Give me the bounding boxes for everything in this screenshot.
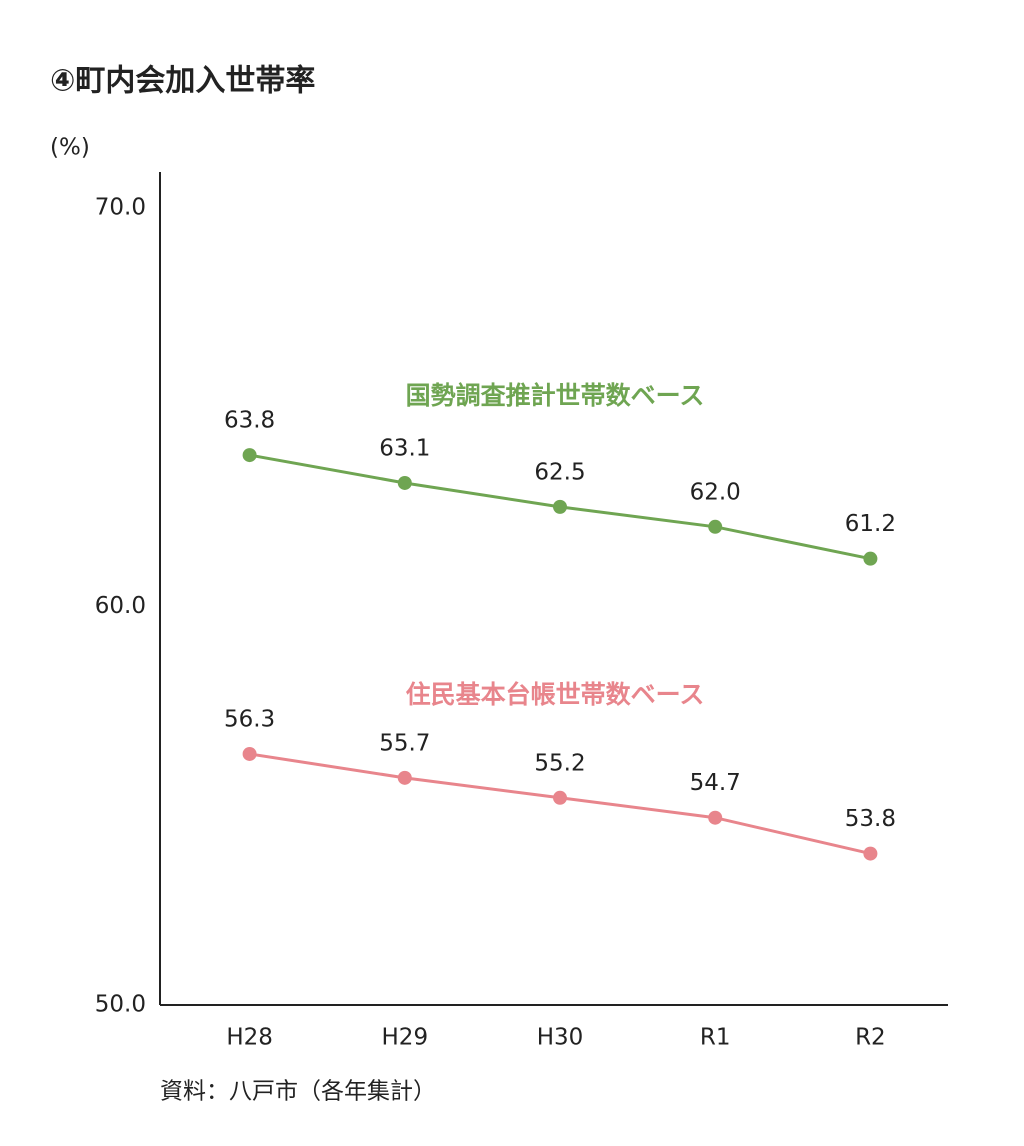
x-tick-label: R2	[855, 1025, 886, 1051]
data-label: 55.7	[379, 730, 430, 756]
point	[863, 551, 878, 566]
point	[553, 790, 567, 805]
y-tick-label: 60.0	[95, 593, 146, 619]
data-label: 53.8	[845, 806, 896, 832]
data-label: 54.7	[690, 770, 741, 796]
point	[397, 475, 412, 490]
series-label: 国勢調査推計世帯数ベース	[406, 381, 705, 410]
source-note: 資料：八戸市（各年集計）	[160, 1079, 436, 1105]
point	[708, 810, 723, 825]
point	[242, 746, 257, 761]
point	[553, 499, 567, 514]
point	[242, 448, 257, 463]
y-tick-label: 50.0	[95, 992, 146, 1018]
data-label: 63.1	[379, 435, 430, 461]
x-tick-label: H29	[382, 1025, 429, 1051]
x-tick-label: R1	[700, 1025, 731, 1051]
data-label: 61.2	[845, 511, 896, 537]
y-tick-label: 70.0	[95, 195, 146, 221]
point	[397, 770, 412, 785]
x-tick-label: H28	[226, 1025, 273, 1051]
point	[863, 846, 878, 861]
chart-title: ④町内会加入世帯率	[50, 64, 315, 99]
y-axis-label: (%)	[50, 135, 90, 161]
data-label: 62.0	[690, 479, 741, 505]
data-label: 55.2	[534, 750, 585, 776]
data-label: 63.8	[224, 408, 275, 434]
x-tick-label: H30	[537, 1025, 584, 1051]
data-label: 56.3	[224, 706, 275, 732]
point	[708, 519, 723, 534]
data-label: 62.5	[534, 459, 585, 485]
series-label: 住民基本台帳世帯数ベース	[406, 680, 705, 709]
